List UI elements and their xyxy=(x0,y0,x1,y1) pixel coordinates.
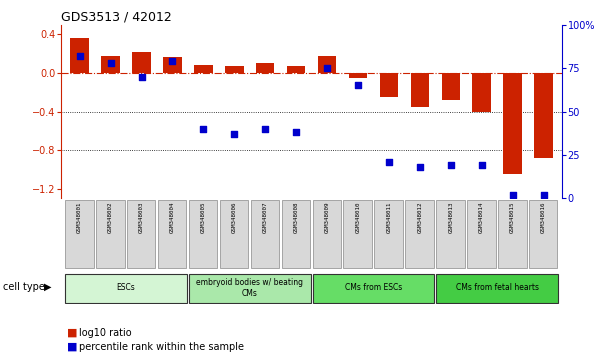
Bar xyxy=(65,274,187,303)
Point xyxy=(353,82,363,88)
Bar xyxy=(534,73,553,158)
Bar xyxy=(349,73,367,78)
Text: GSM348006: GSM348006 xyxy=(232,201,237,233)
Bar xyxy=(467,200,496,268)
Bar xyxy=(313,200,341,268)
Bar xyxy=(96,200,125,268)
Point xyxy=(106,60,115,66)
Text: cell type: cell type xyxy=(3,282,45,292)
Bar xyxy=(251,200,279,268)
Point xyxy=(199,126,208,132)
Text: ESCs: ESCs xyxy=(117,283,136,292)
Text: GSM348015: GSM348015 xyxy=(510,201,515,233)
Text: embryoid bodies w/ beating
CMs: embryoid bodies w/ beating CMs xyxy=(196,278,303,298)
Bar xyxy=(313,274,434,303)
Text: percentile rank within the sample: percentile rank within the sample xyxy=(79,342,244,352)
Bar xyxy=(194,65,213,73)
Text: GSM348009: GSM348009 xyxy=(324,201,329,233)
Point xyxy=(229,131,239,137)
Bar xyxy=(472,73,491,112)
Text: GSM348008: GSM348008 xyxy=(294,201,299,233)
Text: GSM348004: GSM348004 xyxy=(170,201,175,233)
Text: GSM348005: GSM348005 xyxy=(201,201,206,233)
Bar xyxy=(411,73,429,107)
Bar xyxy=(379,73,398,97)
Text: log10 ratio: log10 ratio xyxy=(79,328,132,338)
Bar xyxy=(442,73,460,100)
Point xyxy=(322,65,332,71)
Text: GSM348014: GSM348014 xyxy=(479,201,484,233)
Point xyxy=(415,164,425,170)
Text: GDS3513 / 42012: GDS3513 / 42012 xyxy=(61,11,172,24)
Text: GSM348007: GSM348007 xyxy=(263,201,268,233)
Text: GSM348012: GSM348012 xyxy=(417,201,422,233)
Text: CMs from fetal hearts: CMs from fetal hearts xyxy=(456,283,539,292)
Bar xyxy=(189,274,310,303)
Text: GSM348013: GSM348013 xyxy=(448,201,453,233)
Text: GSM348011: GSM348011 xyxy=(386,201,392,233)
Point xyxy=(539,192,549,198)
Text: GSM348003: GSM348003 xyxy=(139,201,144,233)
Point xyxy=(384,159,394,165)
Bar xyxy=(343,200,372,268)
Bar xyxy=(65,200,93,268)
Point xyxy=(260,126,270,132)
Text: ▶: ▶ xyxy=(44,282,51,292)
Bar xyxy=(256,63,274,73)
Point xyxy=(477,162,486,168)
Text: CMs from ESCs: CMs from ESCs xyxy=(345,283,402,292)
Bar xyxy=(436,274,558,303)
Text: GSM348002: GSM348002 xyxy=(108,201,113,233)
Bar xyxy=(287,66,306,73)
Bar xyxy=(132,52,151,73)
Point xyxy=(137,74,147,80)
Point xyxy=(75,53,84,59)
Bar xyxy=(127,200,155,268)
Bar xyxy=(498,200,527,268)
Bar xyxy=(375,200,403,268)
Bar xyxy=(158,200,186,268)
Point xyxy=(291,130,301,135)
Point xyxy=(508,192,518,198)
Bar xyxy=(436,200,465,268)
Bar xyxy=(220,200,248,268)
Text: ■: ■ xyxy=(67,342,78,352)
Text: GSM348016: GSM348016 xyxy=(541,201,546,233)
Bar xyxy=(189,200,218,268)
Bar xyxy=(405,200,434,268)
Text: ■: ■ xyxy=(67,328,78,338)
Bar xyxy=(163,57,181,73)
Point xyxy=(167,58,177,64)
Bar xyxy=(318,56,336,73)
Point xyxy=(446,162,456,168)
Bar xyxy=(503,73,522,174)
Bar xyxy=(282,200,310,268)
Bar xyxy=(101,56,120,73)
Text: GSM348010: GSM348010 xyxy=(356,201,360,233)
Bar xyxy=(70,38,89,73)
Text: GSM348001: GSM348001 xyxy=(77,201,82,233)
Bar xyxy=(225,66,244,73)
Bar xyxy=(529,200,557,268)
